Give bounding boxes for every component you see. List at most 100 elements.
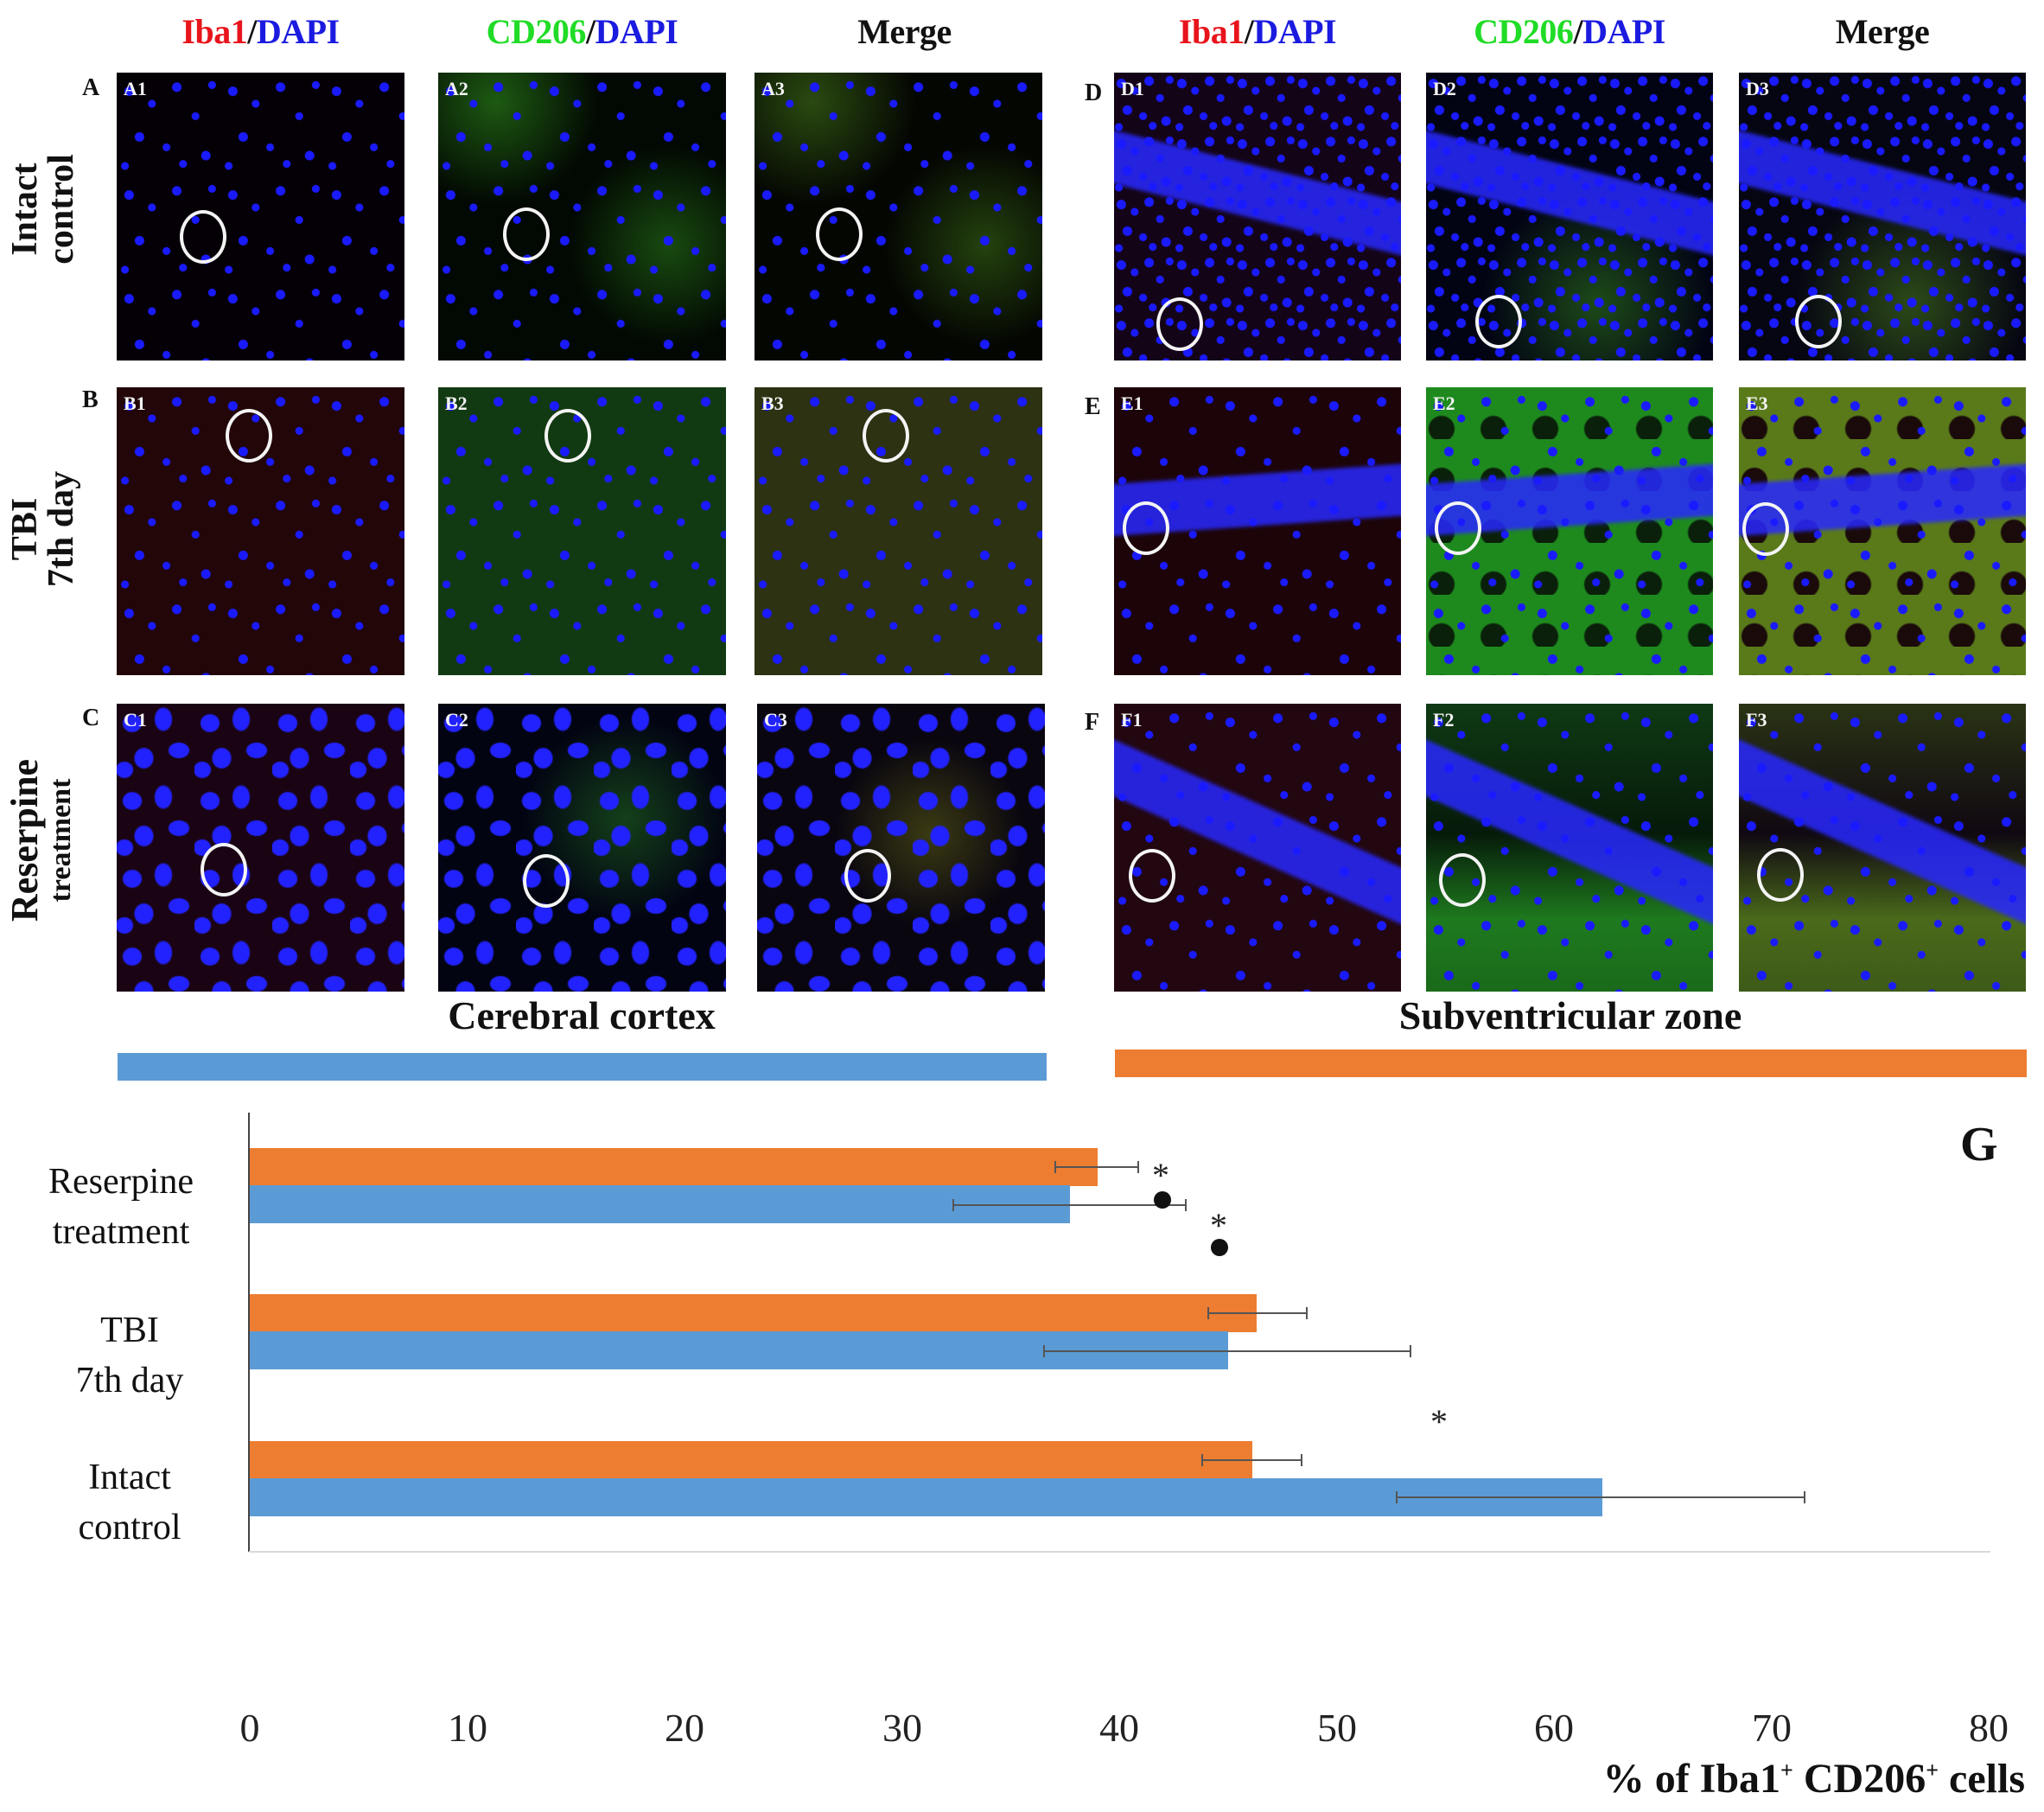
column-header-cd206-dapi-right: CD206/DAPI [1426,12,1713,52]
highlight-circle-icon [1439,853,1486,907]
error-bar-reserpine-cortex [952,1199,1187,1211]
category-label-reserpine: Reserpine treatment [0,1157,242,1257]
x-tick: 40 [1099,1706,1139,1750]
significance-dot-icon [1211,1239,1228,1256]
category-line: TBI [100,1311,159,1350]
micrograph-c1: C1 [117,704,404,992]
header-part: CD206 [486,12,587,51]
panel-id: A1 [124,78,147,99]
region-title-cerebral-cortex: Cerebral cortex [448,993,716,1037]
row-letter-e: E [1085,393,1101,420]
column-header-merge-left: Merge [761,12,1048,52]
significance-asterisk: * [1152,1156,1169,1195]
header-part: Merge [1835,12,1930,51]
row-label-line1: Intact [5,163,45,256]
highlight-circle-icon [1475,295,1522,348]
column-header-iba1-dapi-right: Iba1/DAPI [1114,12,1401,52]
micrograph-b1: B1 [117,387,404,675]
x-tick: 50 [1317,1706,1357,1750]
panel-id: B2 [445,392,468,414]
header-part: / [247,12,257,51]
highlight-circle-icon [180,210,226,264]
micrograph-a3: A3 [755,73,1042,360]
micrograph-e1: E1 [1114,387,1401,675]
highlight-circle-icon [1129,849,1175,903]
micrograph-a1: A1 [117,73,404,360]
row-label-line1: TBI [5,497,45,561]
panel-id: C1 [124,709,147,731]
highlight-circle-icon [816,207,863,261]
xlabel-sup: + [1780,1758,1793,1783]
highlight-circle-icon [226,409,272,463]
micrograph-f1: F1 [1114,704,1401,992]
x-axis-line [249,1551,1990,1553]
micrograph-c2: C2 [438,704,726,992]
micrograph-d3: D3 [1739,73,2026,360]
legend-bar-cerebral-cortex [118,1053,1047,1081]
nuclei-texture [1114,704,1401,992]
category-line: Intact [88,1458,171,1497]
nuclei-texture [117,704,404,992]
row-label-intact-control: Intact control [5,97,81,322]
header-part: DAPI [1582,12,1665,51]
row-letter-f: F [1085,709,1100,736]
micrograph-f2: F2 [1426,704,1713,992]
nuclei-texture [438,704,726,992]
micrograph-b2: B2 [438,387,726,675]
micrograph-a2: A2 [438,73,726,360]
legend-bar-subventricular-zone [1115,1050,2027,1077]
nuclei-texture [117,73,404,360]
panel-id: F2 [1433,709,1455,731]
micrograph-d1: D1 [1114,73,1401,360]
row-label-reserpine-treatment: Reserpine treatment [3,728,80,953]
highlight-circle-icon [1742,502,1789,556]
highlight-circle-icon [544,409,591,463]
micrograph-e3: E3 [1739,387,2026,675]
x-tick: 20 [665,1706,704,1750]
error-bar-intact-svz [1201,1454,1302,1466]
error-bar-reserpine-svz [1054,1161,1139,1173]
bar-intact-svz [250,1441,1252,1479]
panel-id: C2 [445,709,468,731]
bar-tbi-svz [250,1294,1257,1332]
panel-label-g: G [1960,1118,1998,1171]
significance-asterisk: * [1430,1402,1448,1441]
error-bar-intact-cortex [1396,1491,1805,1503]
header-part: / [1244,12,1254,51]
bar-intact-cortex [250,1478,1602,1516]
category-line: treatment [52,1212,190,1252]
significance-dot-icon [1154,1191,1171,1209]
bar-reserpine-cortex [250,1185,1070,1223]
region-title-subventricular-zone: Subventricular zone [1398,993,1742,1037]
column-header-iba1-dapi-left: Iba1/DAPI [117,12,404,52]
header-part: CD206 [1474,12,1574,51]
nuclei-texture [757,704,1045,992]
highlight-circle-icon [1795,295,1842,348]
micrograph-c3: C3 [757,704,1045,992]
header-part: / [1573,12,1583,51]
panel-id: F3 [1746,709,1767,731]
row-label-line1: Reserpine [3,758,46,922]
category-label-tbi: TBI 7th day [26,1305,233,1406]
error-bar-tbi-svz [1207,1307,1308,1319]
header-part: Merge [857,12,952,51]
panel-id: A3 [761,78,785,99]
panel-id: D3 [1746,78,1769,99]
header-part: DAPI [1253,12,1337,51]
header-part: Iba1 [181,12,248,51]
row-label-tbi-7th-day: TBI 7th day [5,417,81,641]
x-tick: 80 [1969,1706,2009,1750]
micrograph-d2: D2 [1426,73,1713,360]
xlabel-part: % of Iba1 [1602,1756,1781,1802]
header-part: DAPI [256,12,340,51]
micrograph-b3: B3 [755,387,1042,675]
category-line: control [78,1508,181,1547]
highlight-circle-icon [1435,501,1481,555]
panel-id: D1 [1121,78,1144,99]
row-letter-c: C [82,705,100,731]
header-part: DAPI [595,12,678,51]
error-bar-tbi-cortex [1043,1345,1411,1357]
highlight-circle-icon [503,207,550,261]
row-letter-d: D [1085,80,1103,106]
row-label-line2: 7th day [41,470,81,588]
